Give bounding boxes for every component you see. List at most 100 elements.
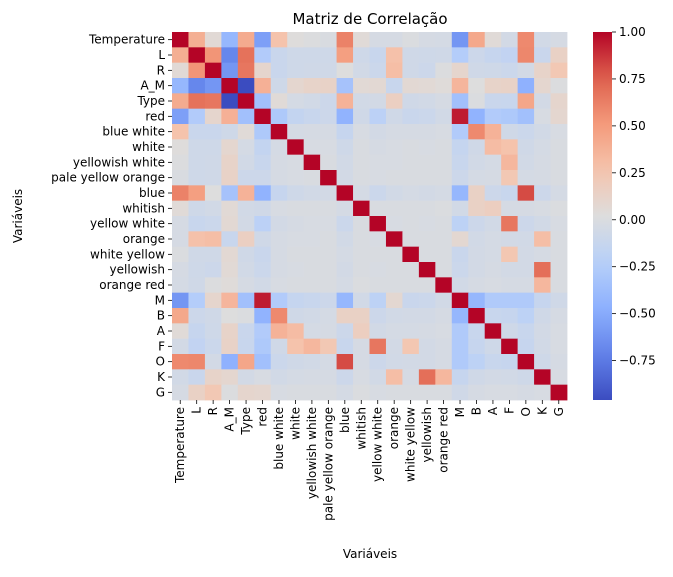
heatmap-cell (468, 323, 486, 340)
heatmap-cell (402, 262, 420, 278)
heatmap-cell (270, 78, 288, 94)
heatmap-cell (517, 308, 535, 324)
heatmap-cell (402, 338, 420, 355)
heatmap-cell (303, 78, 321, 94)
heatmap-cell (303, 108, 321, 125)
heatmap-cell (254, 185, 272, 202)
heatmap-cell (303, 139, 321, 156)
heatmap-cell (501, 154, 519, 171)
heatmap-cell (418, 216, 436, 232)
heatmap-cell (534, 185, 551, 202)
heatmap-cell (287, 292, 305, 309)
heatmap-cell (237, 246, 255, 263)
heatmap-cell (320, 47, 337, 64)
heatmap-cell (303, 154, 321, 171)
heatmap-cell (188, 47, 206, 64)
x-tick-label: K (535, 406, 549, 415)
heatmap-cell (418, 124, 436, 140)
heatmap-cell (435, 32, 453, 48)
x-tick-label: R (206, 407, 220, 415)
heatmap-cell (550, 47, 568, 64)
heatmap-cell (517, 292, 535, 309)
heatmap-cell (237, 108, 255, 125)
heatmap-cell (385, 262, 403, 278)
heatmap-cell (221, 262, 239, 278)
heatmap-cells (172, 32, 568, 401)
heatmap-cell (517, 185, 535, 202)
heatmap-cell (270, 154, 288, 171)
heatmap-cell (385, 277, 403, 294)
heatmap-cell (320, 216, 337, 232)
heatmap-cell (418, 139, 436, 156)
heatmap-cell (320, 262, 337, 278)
heatmap-cell (550, 323, 568, 340)
heatmap-cell (237, 384, 255, 401)
y-tick-label: blue (139, 186, 165, 200)
heatmap-cell (270, 93, 288, 110)
heatmap-cell (254, 154, 272, 171)
heatmap-cell (204, 78, 222, 94)
heatmap-cell (517, 170, 535, 186)
heatmap-cell (501, 277, 519, 294)
heatmap-cell (303, 277, 321, 294)
heatmap-cell (353, 246, 370, 263)
heatmap-cell (435, 185, 453, 202)
x-tick-label: B (469, 407, 483, 415)
heatmap-cell (353, 231, 370, 248)
heatmap-cell (221, 369, 239, 386)
heatmap-cell (534, 62, 551, 79)
heatmap-cell (534, 32, 551, 48)
heatmap-cell (451, 32, 469, 48)
heatmap-cell (353, 200, 370, 217)
heatmap-cell (172, 246, 189, 263)
y-tick-label: O (156, 355, 165, 369)
y-tick-label: orange red (99, 278, 165, 292)
heatmap-cell (188, 93, 206, 110)
heatmap-cell (517, 108, 535, 125)
heatmap-cell (402, 124, 420, 140)
heatmap-cell (204, 93, 222, 110)
heatmap-cell (369, 170, 387, 186)
heatmap-cell (237, 338, 255, 355)
x-tick-label: orange (387, 407, 401, 449)
heatmap-cell (484, 384, 502, 401)
heatmap-cell (287, 47, 305, 64)
heatmap-cell (385, 185, 403, 202)
heatmap-cell (254, 231, 272, 248)
heatmap-cell (418, 338, 436, 355)
heatmap-cell (270, 277, 288, 294)
heatmap-cell (534, 231, 551, 248)
heatmap-cell (303, 262, 321, 278)
heatmap-cell (435, 308, 453, 324)
heatmap-cell (303, 354, 321, 370)
heatmap-cell (353, 338, 370, 355)
heatmap-cell (402, 139, 420, 156)
heatmap-cell (336, 185, 354, 202)
heatmap-cell (270, 200, 288, 217)
heatmap-cell (468, 354, 486, 370)
heatmap-cell (237, 354, 255, 370)
heatmap-cell (534, 139, 551, 156)
heatmap-cell (451, 308, 469, 324)
heatmap-cell (188, 185, 206, 202)
heatmap-cell (484, 338, 502, 355)
colorbar-tick-label: −0.50 (619, 307, 656, 321)
heatmap-cell (320, 185, 337, 202)
y-tick-label: K (157, 370, 166, 384)
heatmap-cell (254, 62, 272, 79)
colorbar-tick-label: −0.75 (619, 354, 656, 368)
x-tick-label: whitish (354, 407, 368, 450)
heatmap-cell (484, 32, 502, 48)
heatmap-cell (369, 277, 387, 294)
heatmap-cell (237, 262, 255, 278)
heatmap-cell (353, 262, 370, 278)
heatmap-cell (501, 108, 519, 125)
heatmap-cell (550, 185, 568, 202)
heatmap-cell (435, 384, 453, 401)
heatmap-cell (369, 124, 387, 140)
heatmap-cell (385, 323, 403, 340)
heatmap-cell (221, 338, 239, 355)
heatmap-cell (517, 246, 535, 263)
heatmap-cell (303, 124, 321, 140)
heatmap-cell (534, 124, 551, 140)
